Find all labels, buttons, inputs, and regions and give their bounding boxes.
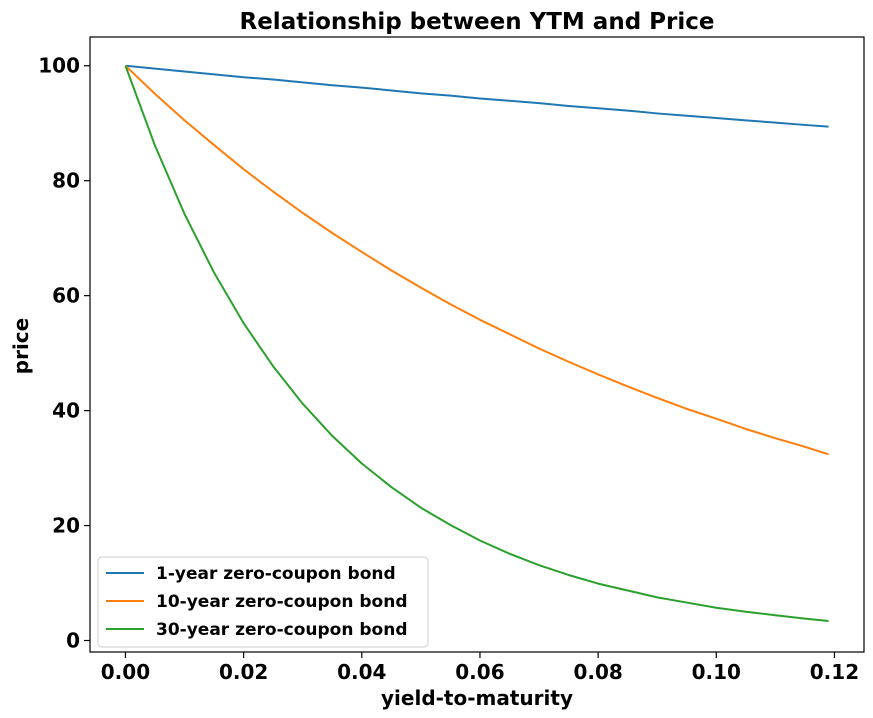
y-tick-label-0: 0: [66, 629, 80, 653]
y-tick-label-5: 100: [38, 54, 80, 78]
y-tick-label-4: 80: [52, 169, 80, 193]
chart-title: Relationship between YTM and Price: [240, 9, 715, 35]
y-tick-label-2: 40: [52, 399, 80, 423]
x-axis-ticks: 0.00 0.02 0.04 0.06 0.08 0.10 0.12: [101, 652, 859, 684]
x-tick-label-2: 0.04: [337, 660, 386, 684]
legend-label-1: 1-year zero-coupon bond: [156, 564, 396, 584]
legend-box: [97, 556, 429, 648]
x-tick-label-1: 0.02: [219, 660, 268, 684]
series-line-1: [125, 64, 829, 128]
x-tick-label-4: 0.08: [573, 660, 622, 684]
plot-area: 0.00 0.02 0.04 0.06 0.08 0.10 0.12 0 20 40 60 80 10…: [38, 36, 865, 684]
y-axis-label: price: [9, 318, 33, 374]
series-lines: [124, 64, 829, 622]
series-line-2: [124, 65, 829, 456]
legend-label-3: 30-year zero-coupon bond: [156, 620, 408, 640]
legend-items: 1-year zero-coupon bond 10-year zero-coup…: [106, 564, 408, 640]
x-tick-label-5: 0.10: [692, 660, 741, 684]
y-tick-label-1: 20: [52, 514, 80, 538]
x-axis-label: yield-to-maturity: [381, 686, 573, 710]
x-tick-label-0: 0.00: [101, 660, 150, 684]
y-axis-ticks: 0 20 40 60 80 100: [38, 54, 90, 653]
x-tick-label-6: 0.12: [810, 660, 859, 684]
x-tick-label-3: 0.06: [455, 660, 504, 684]
plot-frame: [89, 36, 865, 653]
legend-label-2: 10-year zero-coupon bond: [156, 592, 408, 612]
y-tick-label-3: 60: [52, 284, 80, 308]
series-line-3: [124, 65, 829, 622]
legend: 1-year zero-coupon bond 10-year zero-coup…: [97, 556, 429, 648]
